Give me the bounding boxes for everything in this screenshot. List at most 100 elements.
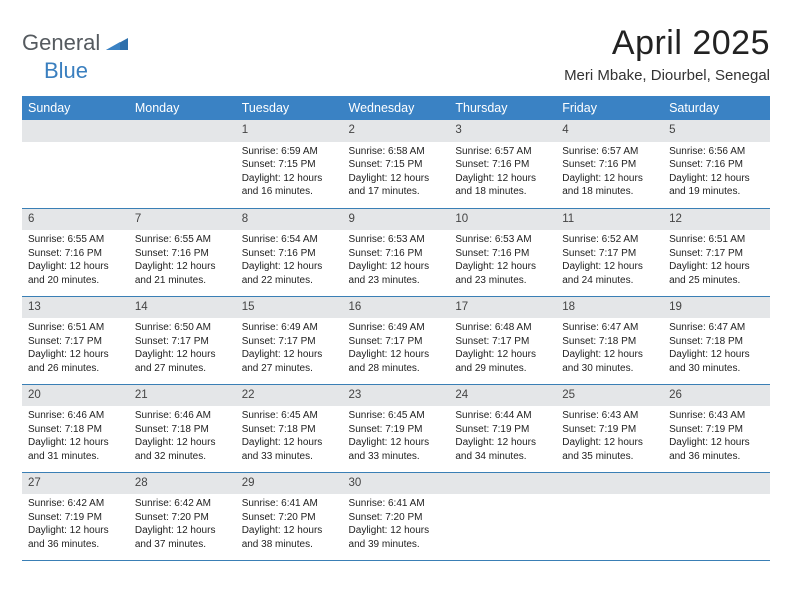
daylight-text: Daylight: 12 hours and 23 minutes. [349,260,444,287]
sunrise-text: Sunrise: 6:57 AM [562,145,657,159]
calendar-day-cell: 25Sunrise: 6:43 AMSunset: 7:19 PMDayligh… [556,384,663,472]
day-number: 20 [22,385,129,407]
day-number: 12 [663,209,770,231]
day-number: 15 [236,297,343,319]
day-content: Sunrise: 6:47 AMSunset: 7:18 PMDaylight:… [663,318,770,379]
sunset-text: Sunset: 7:20 PM [349,511,444,525]
day-content: Sunrise: 6:45 AMSunset: 7:18 PMDaylight:… [236,406,343,467]
daylight-text: Daylight: 12 hours and 24 minutes. [562,260,657,287]
calendar-day-cell [22,120,129,208]
sunset-text: Sunset: 7:17 PM [349,335,444,349]
day-number: 6 [22,209,129,231]
day-number: 30 [343,473,450,495]
calendar-day-cell: 23Sunrise: 6:45 AMSunset: 7:19 PMDayligh… [343,384,450,472]
sunset-text: Sunset: 7:18 PM [562,335,657,349]
sunrise-text: Sunrise: 6:46 AM [28,409,123,423]
day-content: Sunrise: 6:51 AMSunset: 7:17 PMDaylight:… [663,230,770,291]
calendar-day-cell: 12Sunrise: 6:51 AMSunset: 7:17 PMDayligh… [663,208,770,296]
sunset-text: Sunset: 7:17 PM [669,247,764,261]
daylight-text: Daylight: 12 hours and 27 minutes. [135,348,230,375]
daylight-text: Daylight: 12 hours and 32 minutes. [135,436,230,463]
sunrise-text: Sunrise: 6:59 AM [242,145,337,159]
sunset-text: Sunset: 7:16 PM [242,247,337,261]
day-number: 22 [236,385,343,407]
weekday-header: Tuesday [236,96,343,120]
sunrise-text: Sunrise: 6:51 AM [669,233,764,247]
daylight-text: Daylight: 12 hours and 21 minutes. [135,260,230,287]
calendar-day-cell: 29Sunrise: 6:41 AMSunset: 7:20 PMDayligh… [236,472,343,560]
sunrise-text: Sunrise: 6:56 AM [669,145,764,159]
calendar-day-cell: 10Sunrise: 6:53 AMSunset: 7:16 PMDayligh… [449,208,556,296]
sunset-text: Sunset: 7:20 PM [242,511,337,525]
sunset-text: Sunset: 7:17 PM [135,335,230,349]
sunset-text: Sunset: 7:17 PM [562,247,657,261]
daylight-text: Daylight: 12 hours and 18 minutes. [455,172,550,199]
sunrise-text: Sunrise: 6:47 AM [562,321,657,335]
day-number: 27 [22,473,129,495]
title-block: April 2025 Meri Mbake, Diourbel, Senegal [564,24,770,84]
logo-triangle-icon [106,34,128,55]
daylight-text: Daylight: 12 hours and 30 minutes. [562,348,657,375]
sunrise-text: Sunrise: 6:50 AM [135,321,230,335]
day-number: 16 [343,297,450,319]
calendar-day-cell: 26Sunrise: 6:43 AMSunset: 7:19 PMDayligh… [663,384,770,472]
day-number: 9 [343,209,450,231]
day-content: Sunrise: 6:59 AMSunset: 7:15 PMDaylight:… [236,142,343,203]
day-number: 26 [663,385,770,407]
calendar-day-cell: 3Sunrise: 6:57 AMSunset: 7:16 PMDaylight… [449,120,556,208]
sunset-text: Sunset: 7:18 PM [135,423,230,437]
weekday-header: Sunday [22,96,129,120]
daylight-text: Daylight: 12 hours and 18 minutes. [562,172,657,199]
day-content: Sunrise: 6:45 AMSunset: 7:19 PMDaylight:… [343,406,450,467]
day-number: 4 [556,120,663,142]
sunrise-text: Sunrise: 6:49 AM [242,321,337,335]
calendar-day-cell [556,472,663,560]
calendar-day-cell: 16Sunrise: 6:49 AMSunset: 7:17 PMDayligh… [343,296,450,384]
day-number: 25 [556,385,663,407]
sunrise-text: Sunrise: 6:41 AM [242,497,337,511]
daylight-text: Daylight: 12 hours and 36 minutes. [28,524,123,551]
sunset-text: Sunset: 7:19 PM [349,423,444,437]
sunrise-text: Sunrise: 6:51 AM [28,321,123,335]
daylight-text: Daylight: 12 hours and 22 minutes. [242,260,337,287]
day-number: 14 [129,297,236,319]
day-number: 7 [129,209,236,231]
day-content: Sunrise: 6:55 AMSunset: 7:16 PMDaylight:… [129,230,236,291]
page-subtitle: Meri Mbake, Diourbel, Senegal [564,67,770,84]
day-number: 18 [556,297,663,319]
day-number: 10 [449,209,556,231]
day-number: 29 [236,473,343,495]
daylight-text: Daylight: 12 hours and 25 minutes. [669,260,764,287]
daylight-text: Daylight: 12 hours and 33 minutes. [349,436,444,463]
day-content: Sunrise: 6:46 AMSunset: 7:18 PMDaylight:… [22,406,129,467]
logo: General [22,24,130,56]
day-content: Sunrise: 6:41 AMSunset: 7:20 PMDaylight:… [236,494,343,555]
calendar-week-row: 6Sunrise: 6:55 AMSunset: 7:16 PMDaylight… [22,208,770,296]
logo-word2: Blue [44,58,88,84]
sunset-text: Sunset: 7:17 PM [28,335,123,349]
sunrise-text: Sunrise: 6:45 AM [242,409,337,423]
day-number: 24 [449,385,556,407]
daylight-text: Daylight: 12 hours and 27 minutes. [242,348,337,375]
sunset-text: Sunset: 7:15 PM [242,158,337,172]
calendar-week-row: 1Sunrise: 6:59 AMSunset: 7:15 PMDaylight… [22,120,770,208]
day-number: 23 [343,385,450,407]
daylight-text: Daylight: 12 hours and 16 minutes. [242,172,337,199]
daylight-text: Daylight: 12 hours and 17 minutes. [349,172,444,199]
day-number: 28 [129,473,236,495]
daylight-text: Daylight: 12 hours and 19 minutes. [669,172,764,199]
sunset-text: Sunset: 7:17 PM [242,335,337,349]
calendar-day-cell: 30Sunrise: 6:41 AMSunset: 7:20 PMDayligh… [343,472,450,560]
daylight-text: Daylight: 12 hours and 31 minutes. [28,436,123,463]
day-content: Sunrise: 6:49 AMSunset: 7:17 PMDaylight:… [236,318,343,379]
day-content: Sunrise: 6:48 AMSunset: 7:17 PMDaylight:… [449,318,556,379]
calendar-day-cell: 2Sunrise: 6:58 AMSunset: 7:15 PMDaylight… [343,120,450,208]
calendar-week-row: 20Sunrise: 6:46 AMSunset: 7:18 PMDayligh… [22,384,770,472]
sunrise-text: Sunrise: 6:58 AM [349,145,444,159]
day-content: Sunrise: 6:47 AMSunset: 7:18 PMDaylight:… [556,318,663,379]
sunrise-text: Sunrise: 6:55 AM [28,233,123,247]
day-number: 13 [22,297,129,319]
weekday-header: Saturday [663,96,770,120]
calendar-header-row: SundayMondayTuesdayWednesdayThursdayFrid… [22,96,770,120]
sunrise-text: Sunrise: 6:42 AM [28,497,123,511]
